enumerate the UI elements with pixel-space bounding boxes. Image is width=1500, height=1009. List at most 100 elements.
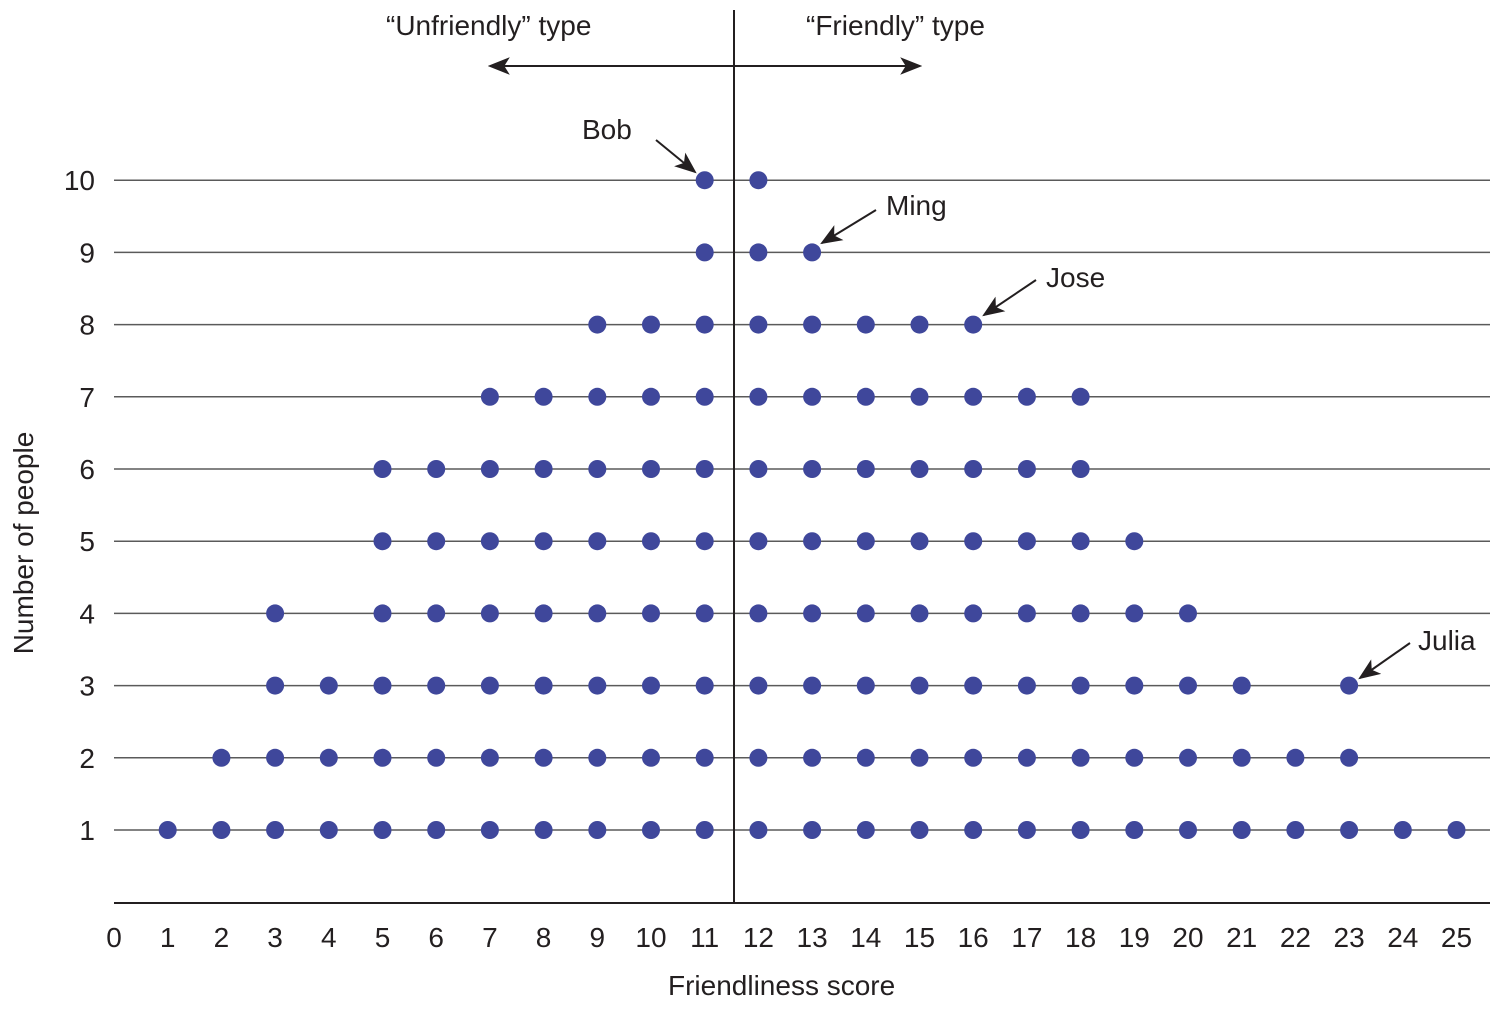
data-dot (1017, 387, 1036, 406)
data-dot (910, 676, 929, 695)
y-tick-label: 3 (79, 671, 95, 702)
data-dot (266, 604, 285, 623)
data-dot (480, 532, 499, 551)
data-dot (749, 387, 768, 406)
y-tick-label: 4 (79, 598, 95, 629)
data-dot (319, 821, 338, 839)
data-dot (588, 315, 607, 334)
data-dot (964, 676, 983, 695)
x-tick-label: 17 (1011, 922, 1042, 953)
data-dot (856, 460, 875, 478)
data-dot (1071, 676, 1090, 695)
data-dot (695, 460, 714, 478)
data-dot (749, 460, 768, 478)
x-tick-label: 1 (160, 922, 176, 953)
data-dot (1017, 532, 1036, 551)
y-tick-label: 5 (79, 526, 95, 557)
data-dot (803, 243, 822, 262)
data-dot (803, 315, 822, 334)
data-dot (427, 532, 446, 551)
data-dot (964, 315, 983, 334)
x-tick-label: 2 (214, 922, 230, 953)
x-tick-label: 19 (1119, 922, 1150, 953)
data-dot (373, 676, 392, 695)
data-dot (749, 604, 768, 623)
data-dot (695, 315, 714, 334)
data-dot (534, 387, 553, 406)
data-dot (695, 171, 714, 190)
data-dot (588, 604, 607, 623)
data-dot (266, 748, 285, 767)
x-tick-label: 8 (536, 922, 552, 953)
data-dot (480, 748, 499, 767)
y-tick-label: 2 (79, 743, 95, 774)
data-dot (749, 315, 768, 334)
data-dot (1017, 821, 1036, 839)
x-tick-label: 18 (1065, 922, 1096, 953)
y-tick-label: 6 (79, 454, 95, 485)
y-tick-label: 8 (79, 310, 95, 341)
data-dot (856, 315, 875, 334)
x-tick-label: 23 (1334, 922, 1365, 953)
data-dot (1340, 748, 1359, 767)
data-dot (1393, 821, 1412, 839)
x-tick-label: 25 (1441, 922, 1472, 953)
y-tick-label: 10 (64, 165, 95, 196)
data-dot (910, 821, 929, 839)
data-dot (1179, 604, 1197, 623)
data-dot (856, 748, 875, 767)
data-dot (803, 532, 822, 551)
x-tick-label: 22 (1280, 922, 1311, 953)
data-dot (534, 748, 553, 767)
data-dot (1071, 460, 1090, 478)
data-dot (373, 460, 392, 478)
data-dot (1017, 460, 1036, 478)
x-tick-label: 7 (482, 922, 498, 953)
data-dot (1286, 821, 1305, 839)
x-tick-label: 24 (1387, 922, 1418, 953)
data-dot (1125, 604, 1144, 623)
y-tick-label: 9 (79, 237, 95, 268)
data-dot (373, 821, 392, 839)
data-dot (1017, 748, 1036, 767)
data-dot (427, 460, 446, 478)
x-tick-label: 16 (958, 922, 989, 953)
data-dot (480, 387, 499, 406)
annotation-bob: Bob (582, 114, 632, 145)
data-dot (910, 604, 929, 623)
data-dot (856, 532, 875, 551)
x-axis-label: Friendliness score (668, 970, 896, 1001)
data-dots (158, 171, 1466, 839)
data-dot (1179, 748, 1197, 767)
data-dot (373, 604, 392, 623)
data-dot (480, 821, 499, 839)
y-axis-label: Number of people (8, 431, 39, 655)
x-tick-label: 4 (321, 922, 337, 953)
data-dot (856, 387, 875, 406)
data-dot (480, 604, 499, 623)
data-dot (695, 676, 714, 695)
data-dot (910, 460, 929, 478)
data-dot (964, 387, 983, 406)
data-dot (803, 748, 822, 767)
data-dot (749, 171, 768, 190)
data-dot (1232, 748, 1251, 767)
x-tick-label: 3 (267, 922, 283, 953)
data-dot (1179, 676, 1197, 695)
annotation-jose: Jose (1046, 262, 1106, 293)
x-tick-label: 14 (850, 922, 881, 953)
unfriendly-type-label: “Unfriendly” type (386, 10, 592, 41)
ming-arrow-icon (820, 209, 877, 245)
data-dot (588, 532, 607, 551)
annotation-arrows (655, 139, 1411, 680)
data-dot (642, 315, 660, 334)
data-dot (373, 532, 392, 551)
data-dot (588, 748, 607, 767)
data-dot (749, 821, 768, 839)
data-dot (749, 748, 768, 767)
data-dot (1447, 821, 1466, 839)
data-dot (1125, 821, 1144, 839)
julia-arrow-icon (1358, 642, 1411, 680)
data-dot (1071, 604, 1090, 623)
